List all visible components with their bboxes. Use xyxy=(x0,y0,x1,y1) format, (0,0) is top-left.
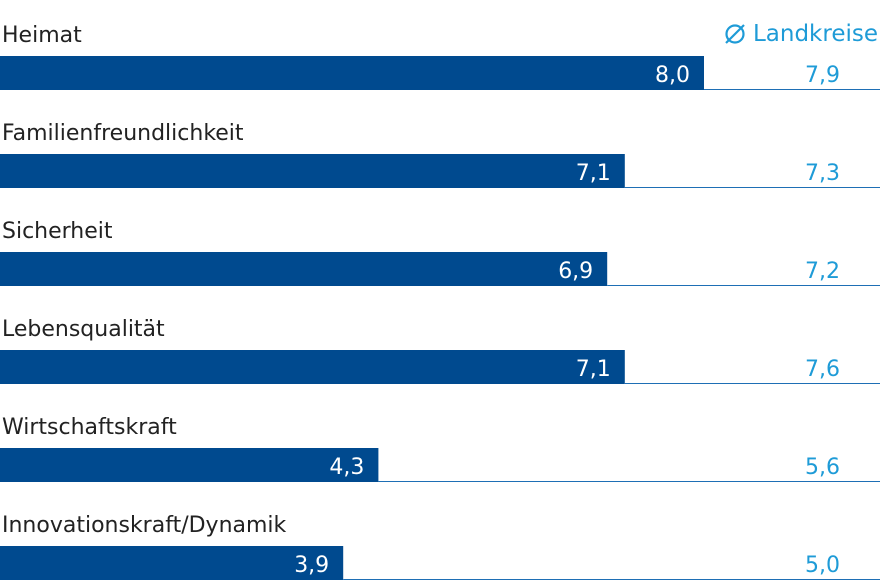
comparison-value-label: 7,3 xyxy=(805,161,840,186)
category-label: Wirtschaftskraft xyxy=(2,415,177,440)
comparison-value-label: 7,6 xyxy=(805,357,840,382)
legend: Landkreise xyxy=(723,18,878,50)
average-symbol-icon xyxy=(723,22,747,46)
bar-value-label: 8,0 xyxy=(655,63,690,88)
category-label: Familienfreundlichkeit xyxy=(2,121,244,146)
bar-value-label: 7,1 xyxy=(576,161,611,186)
category-label: Lebensqualität xyxy=(2,317,165,342)
bar xyxy=(0,350,625,384)
comparison-value-label: 5,0 xyxy=(805,553,840,578)
bar xyxy=(0,546,344,580)
bar-value-label: 3,9 xyxy=(294,553,329,578)
comparison-value-label: 7,9 xyxy=(805,63,840,88)
bar xyxy=(0,252,608,286)
bar xyxy=(0,56,704,90)
category-label: Innovationskraft/Dynamik xyxy=(2,513,287,538)
comparison-value-label: 7,2 xyxy=(805,259,840,284)
bar-value-label: 6,9 xyxy=(558,259,593,284)
category-label: Heimat xyxy=(2,23,82,48)
bar-value-label: 4,3 xyxy=(329,455,364,480)
bar-value-label: 7,1 xyxy=(576,357,611,382)
comparison-value-label: 5,6 xyxy=(805,455,840,480)
category-label: Sicherheit xyxy=(2,219,113,244)
legend-label: Landkreise xyxy=(752,21,878,47)
bar xyxy=(0,448,379,482)
bar xyxy=(0,154,625,188)
